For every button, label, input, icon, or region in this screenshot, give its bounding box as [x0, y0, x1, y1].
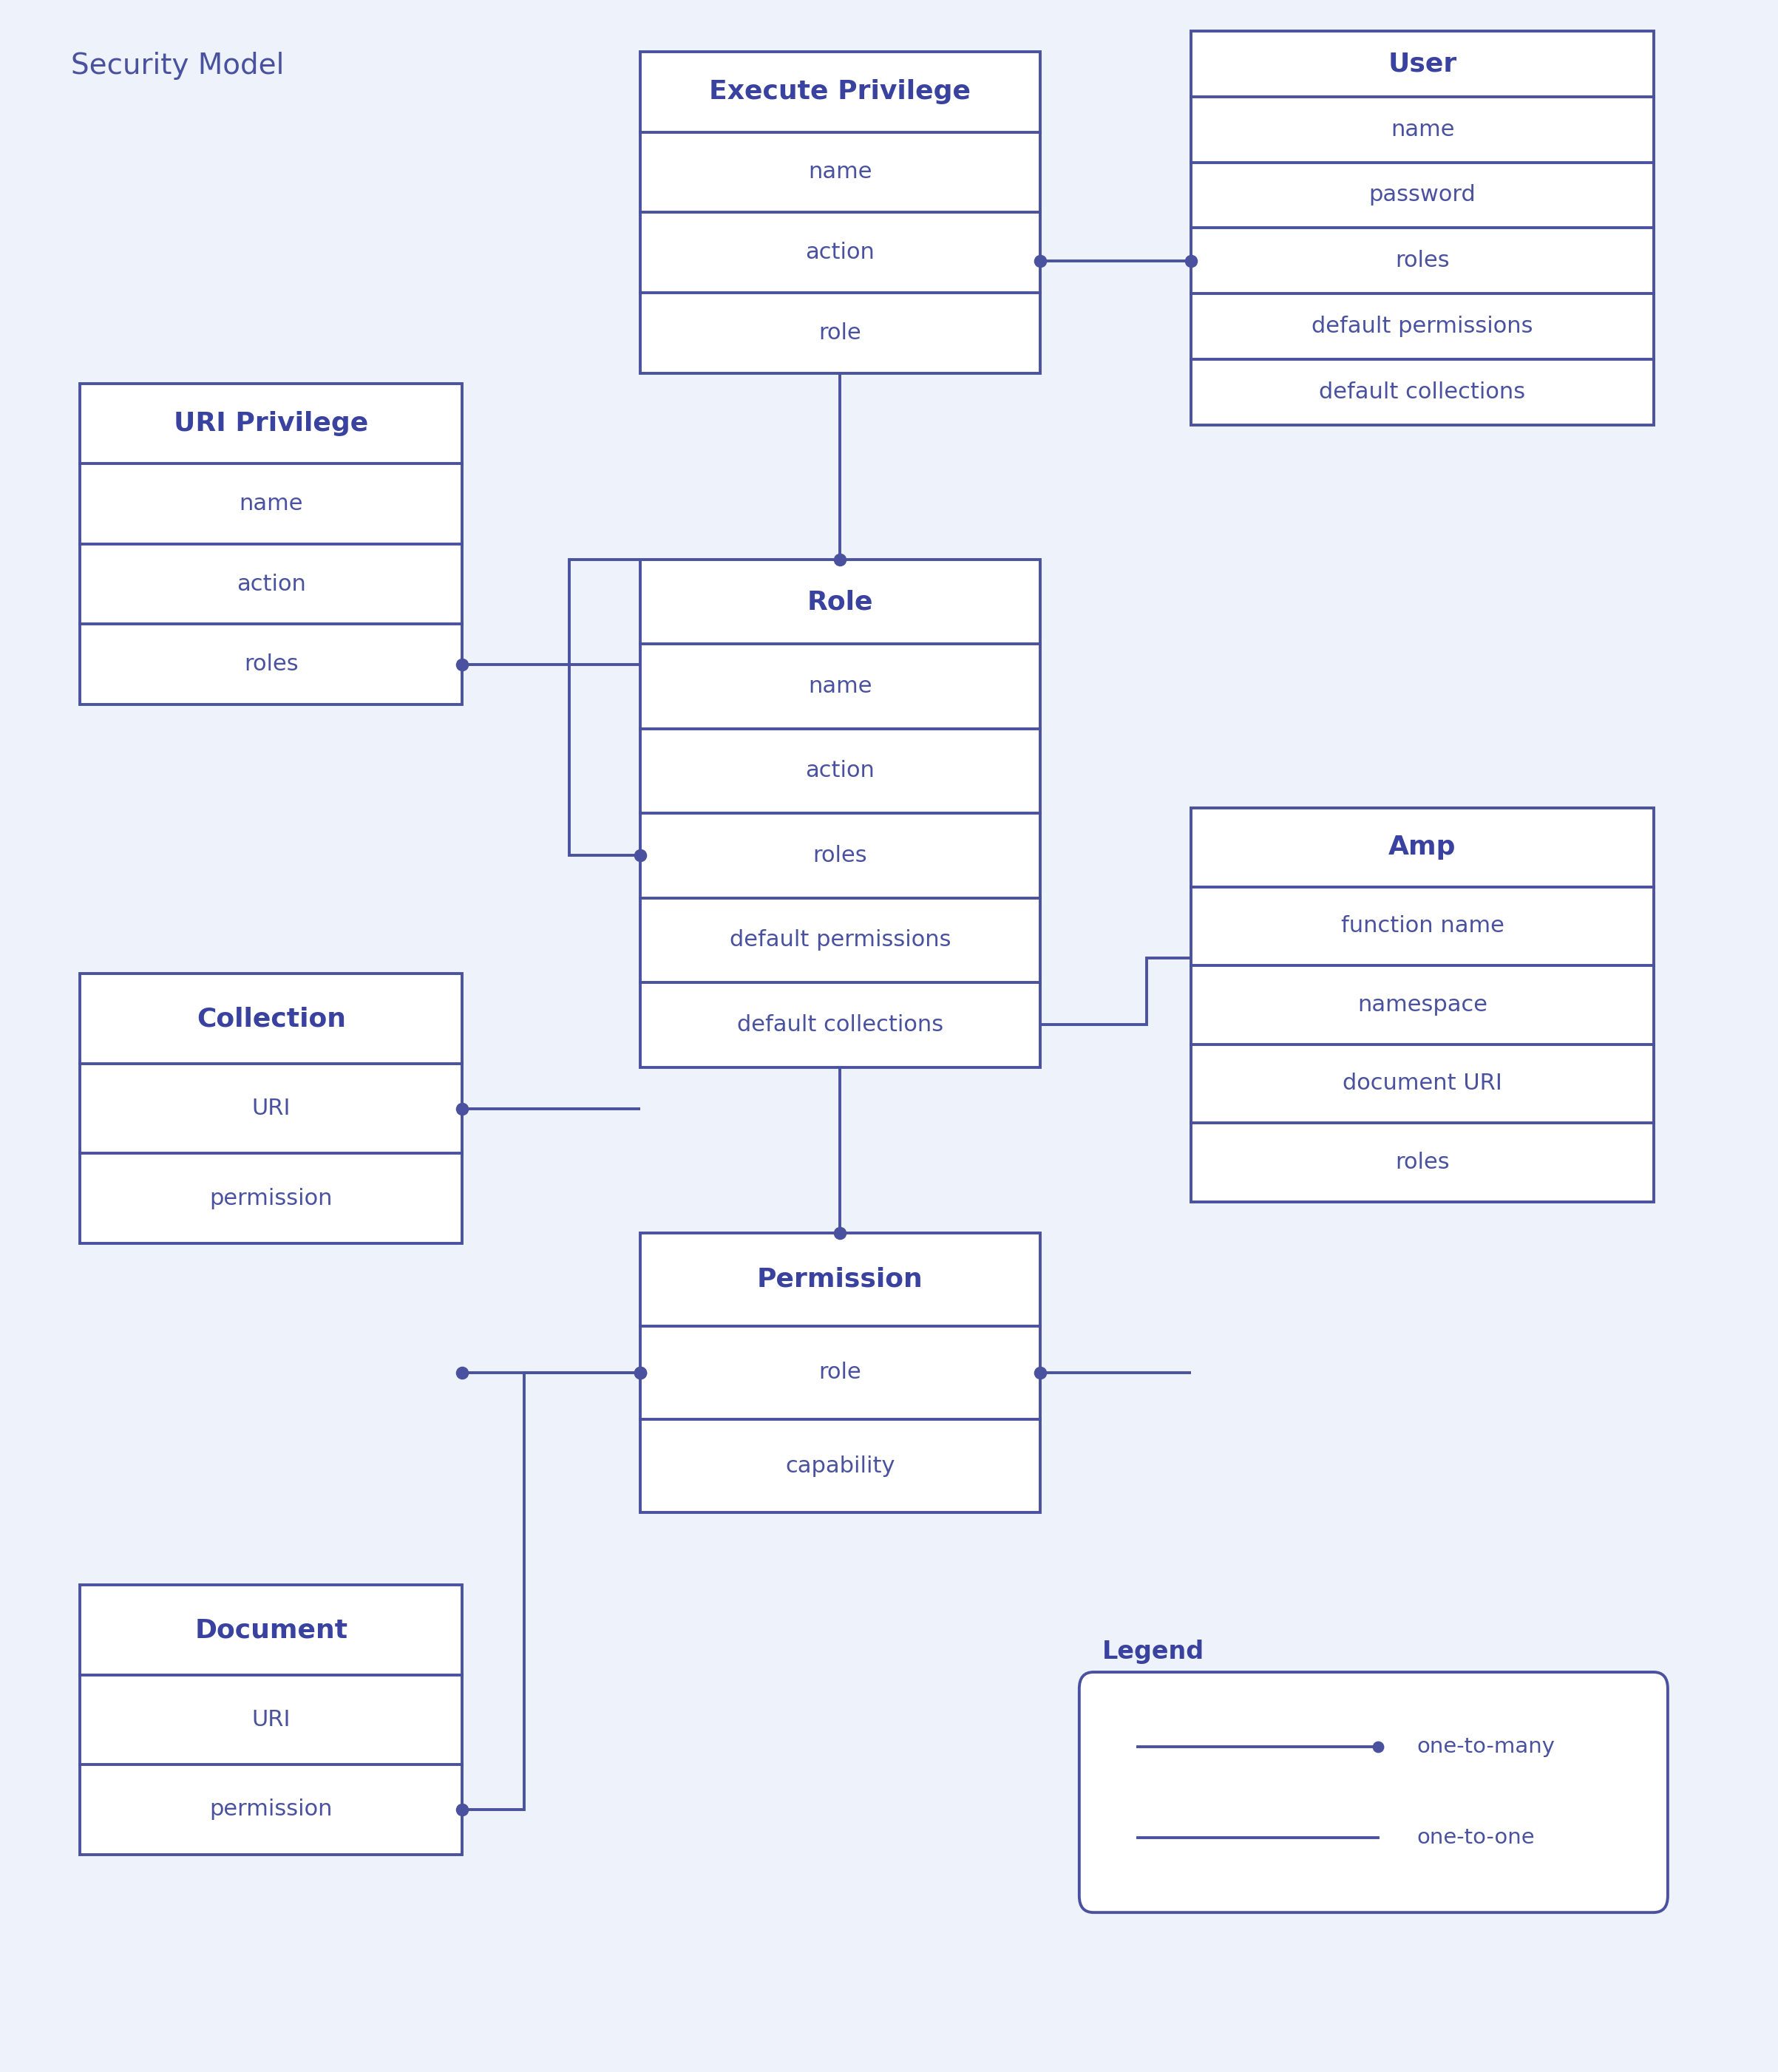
FancyBboxPatch shape	[1079, 1672, 1668, 1912]
FancyBboxPatch shape	[1191, 31, 1654, 425]
Point	[1026, 1355, 1054, 1388]
Text: capability: capability	[786, 1455, 894, 1477]
Text: name: name	[1390, 118, 1454, 141]
Text: URI Privilege: URI Privilege	[174, 410, 368, 435]
FancyBboxPatch shape	[640, 1233, 1040, 1513]
Point	[448, 1792, 477, 1825]
Point	[1026, 244, 1054, 278]
FancyBboxPatch shape	[640, 52, 1040, 373]
Text: role: role	[818, 1361, 862, 1384]
Text: permission: permission	[210, 1187, 332, 1210]
Point	[448, 1092, 477, 1125]
Text: one-to-one: one-to-one	[1417, 1828, 1534, 1848]
Point	[448, 1355, 477, 1388]
Text: action: action	[236, 574, 306, 595]
Text: action: action	[805, 242, 875, 263]
Text: default collections: default collections	[736, 1013, 944, 1036]
Text: name: name	[809, 675, 871, 696]
Text: roles: roles	[1396, 1152, 1449, 1173]
FancyBboxPatch shape	[640, 559, 1040, 1067]
Point	[626, 1355, 654, 1388]
Text: URI: URI	[252, 1098, 290, 1119]
Text: namespace: namespace	[1357, 995, 1488, 1015]
FancyBboxPatch shape	[80, 974, 462, 1243]
Text: permission: permission	[210, 1798, 332, 1821]
Text: Security Model: Security Model	[71, 52, 284, 81]
FancyBboxPatch shape	[80, 383, 462, 704]
Text: default collections: default collections	[1319, 381, 1526, 402]
FancyBboxPatch shape	[80, 1585, 462, 1854]
Text: roles: roles	[1396, 251, 1449, 271]
Text: name: name	[809, 162, 871, 182]
Text: role: role	[818, 321, 862, 344]
Text: Execute Privilege: Execute Privilege	[709, 79, 971, 104]
Text: default permissions: default permissions	[729, 930, 951, 951]
Text: Role: Role	[807, 588, 873, 613]
Text: password: password	[1369, 184, 1476, 205]
Text: Collection: Collection	[197, 1007, 345, 1032]
Point	[626, 839, 654, 872]
Text: roles: roles	[813, 845, 868, 866]
Text: Document: Document	[194, 1618, 348, 1643]
Point	[825, 543, 855, 576]
FancyBboxPatch shape	[1191, 808, 1654, 1202]
Point	[448, 649, 477, 682]
Point	[825, 1216, 855, 1249]
Text: Amp: Amp	[1389, 835, 1456, 860]
Point	[626, 1355, 654, 1388]
Text: User: User	[1389, 52, 1456, 77]
Point	[1364, 1730, 1392, 1763]
Text: Legend: Legend	[1102, 1639, 1204, 1664]
Text: action: action	[805, 760, 875, 781]
Text: name: name	[240, 493, 302, 514]
Text: one-to-many: one-to-many	[1417, 1736, 1556, 1757]
Text: document URI: document URI	[1342, 1073, 1502, 1094]
Text: function name: function name	[1341, 916, 1504, 937]
Point	[1177, 244, 1205, 278]
Text: URI: URI	[252, 1709, 290, 1730]
Text: Permission: Permission	[757, 1266, 923, 1293]
Text: default permissions: default permissions	[1312, 315, 1533, 338]
Text: roles: roles	[244, 653, 299, 675]
